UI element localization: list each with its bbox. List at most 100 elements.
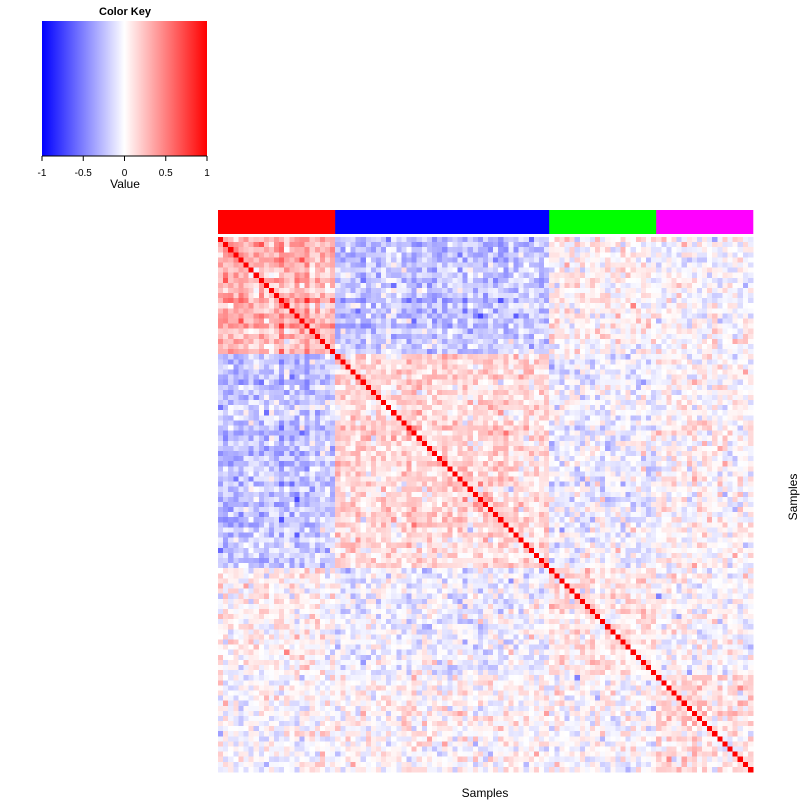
heatmap-cell — [605, 369, 611, 375]
heatmap-cell — [467, 374, 474, 380]
heatmap-cell — [391, 287, 397, 294]
heatmap-cell — [549, 328, 555, 335]
heatmap-cell — [564, 267, 570, 273]
heatmap-cell — [457, 252, 463, 258]
heatmap-cell — [691, 394, 698, 401]
heatmap-cell — [620, 394, 626, 401]
heatmap-cell — [493, 282, 499, 289]
heatmap-cell — [360, 384, 367, 391]
heatmap-cell — [462, 328, 468, 335]
heatmap-cell — [564, 349, 570, 355]
heatmap-cell — [432, 389, 438, 396]
heatmap-cell — [488, 267, 494, 273]
heatmap-cell — [243, 461, 249, 467]
heatmap-cell — [676, 400, 682, 406]
heatmap-cell — [452, 318, 458, 324]
heatmap-cell — [722, 308, 728, 314]
heatmap-cell — [498, 405, 504, 411]
heatmap-cell — [421, 293, 428, 299]
heatmap-cell — [426, 303, 433, 309]
heatmap-cell — [503, 298, 509, 304]
heatmap-cell — [523, 430, 530, 436]
heatmap-cell — [544, 364, 550, 370]
heatmap-cell — [712, 287, 718, 294]
heatmap-cell — [625, 440, 631, 447]
heatmap-cell — [681, 364, 688, 370]
heatmap-cell — [747, 430, 754, 436]
heatmap-cell — [350, 440, 356, 447]
heatmap-cell — [651, 344, 657, 350]
heatmap-cell — [233, 389, 239, 396]
heatmap-cell — [666, 405, 672, 411]
heatmap-cell — [345, 267, 351, 273]
heatmap-cell — [488, 379, 494, 386]
heatmap-cell — [457, 328, 463, 335]
heatmap-cell — [549, 247, 555, 253]
heatmap-cell — [661, 379, 667, 386]
heatmap-cell — [452, 445, 458, 452]
heatmap-cell — [370, 282, 377, 289]
heatmap-cell — [218, 267, 224, 273]
heatmap-cell — [523, 471, 530, 477]
heatmap-cell — [610, 318, 616, 324]
heatmap-cell — [386, 461, 392, 467]
heatmap-cell — [498, 237, 504, 243]
heatmap-cell — [549, 374, 555, 380]
heatmap-cell — [702, 415, 708, 421]
heatmap-cell — [447, 369, 453, 375]
heatmap-cell — [702, 262, 708, 268]
heatmap-cell — [722, 374, 728, 380]
heatmap-cell — [691, 359, 698, 365]
heatmap-cell — [539, 308, 545, 314]
heatmap-cell — [330, 298, 336, 304]
heatmap-cell — [442, 323, 448, 329]
heatmap-cell — [493, 379, 499, 386]
heatmap-cell — [325, 298, 331, 304]
heatmap-cell — [605, 272, 611, 279]
heatmap-cell — [574, 308, 581, 314]
heatmap-cell — [656, 420, 662, 426]
heatmap-cell — [304, 328, 310, 335]
heatmap-cell — [284, 471, 290, 477]
heatmap-cell — [263, 461, 270, 467]
heatmap-cell — [467, 247, 474, 253]
heatmap-cell — [411, 466, 417, 472]
heatmap-cell — [574, 338, 581, 345]
heatmap-cell — [625, 374, 631, 380]
heatmap-cell — [355, 277, 361, 284]
heatmap-cell — [722, 420, 728, 426]
heatmap-cell — [503, 354, 509, 360]
heatmap-cell — [503, 313, 509, 319]
heatmap-cell — [243, 323, 249, 329]
heatmap-cell — [233, 308, 239, 314]
heatmap-cell — [533, 369, 540, 375]
heatmap-cell — [284, 379, 290, 386]
heatmap-cell — [243, 267, 249, 273]
heatmap-cell — [401, 262, 407, 268]
heatmap-cell — [513, 374, 519, 380]
heatmap-cell — [421, 267, 428, 273]
heatmap-cell — [702, 456, 708, 462]
heatmap-cell — [238, 456, 244, 462]
heatmap-cell — [717, 303, 723, 309]
heatmap-cell — [437, 272, 443, 279]
heatmap-cell — [671, 374, 677, 380]
heatmap-cell — [294, 277, 300, 284]
heatmap-cell — [477, 242, 484, 248]
heatmap-cell — [416, 430, 423, 436]
heatmap-cell — [646, 282, 652, 289]
heatmap-cell — [523, 420, 530, 426]
heatmap-cell — [411, 247, 417, 253]
heatmap-cell — [442, 384, 448, 391]
heatmap-cell — [309, 379, 316, 386]
heatmap-cell — [742, 333, 749, 340]
heatmap-cell — [554, 384, 560, 391]
heatmap-cell — [401, 389, 407, 396]
heatmap-cell — [661, 440, 667, 447]
heatmap-cell — [279, 338, 285, 345]
heatmap-cell — [610, 333, 616, 340]
heatmap-cell — [279, 267, 285, 273]
heatmap-cell — [218, 272, 224, 279]
heatmap-cell — [360, 298, 367, 304]
heatmap-cell — [263, 328, 270, 335]
